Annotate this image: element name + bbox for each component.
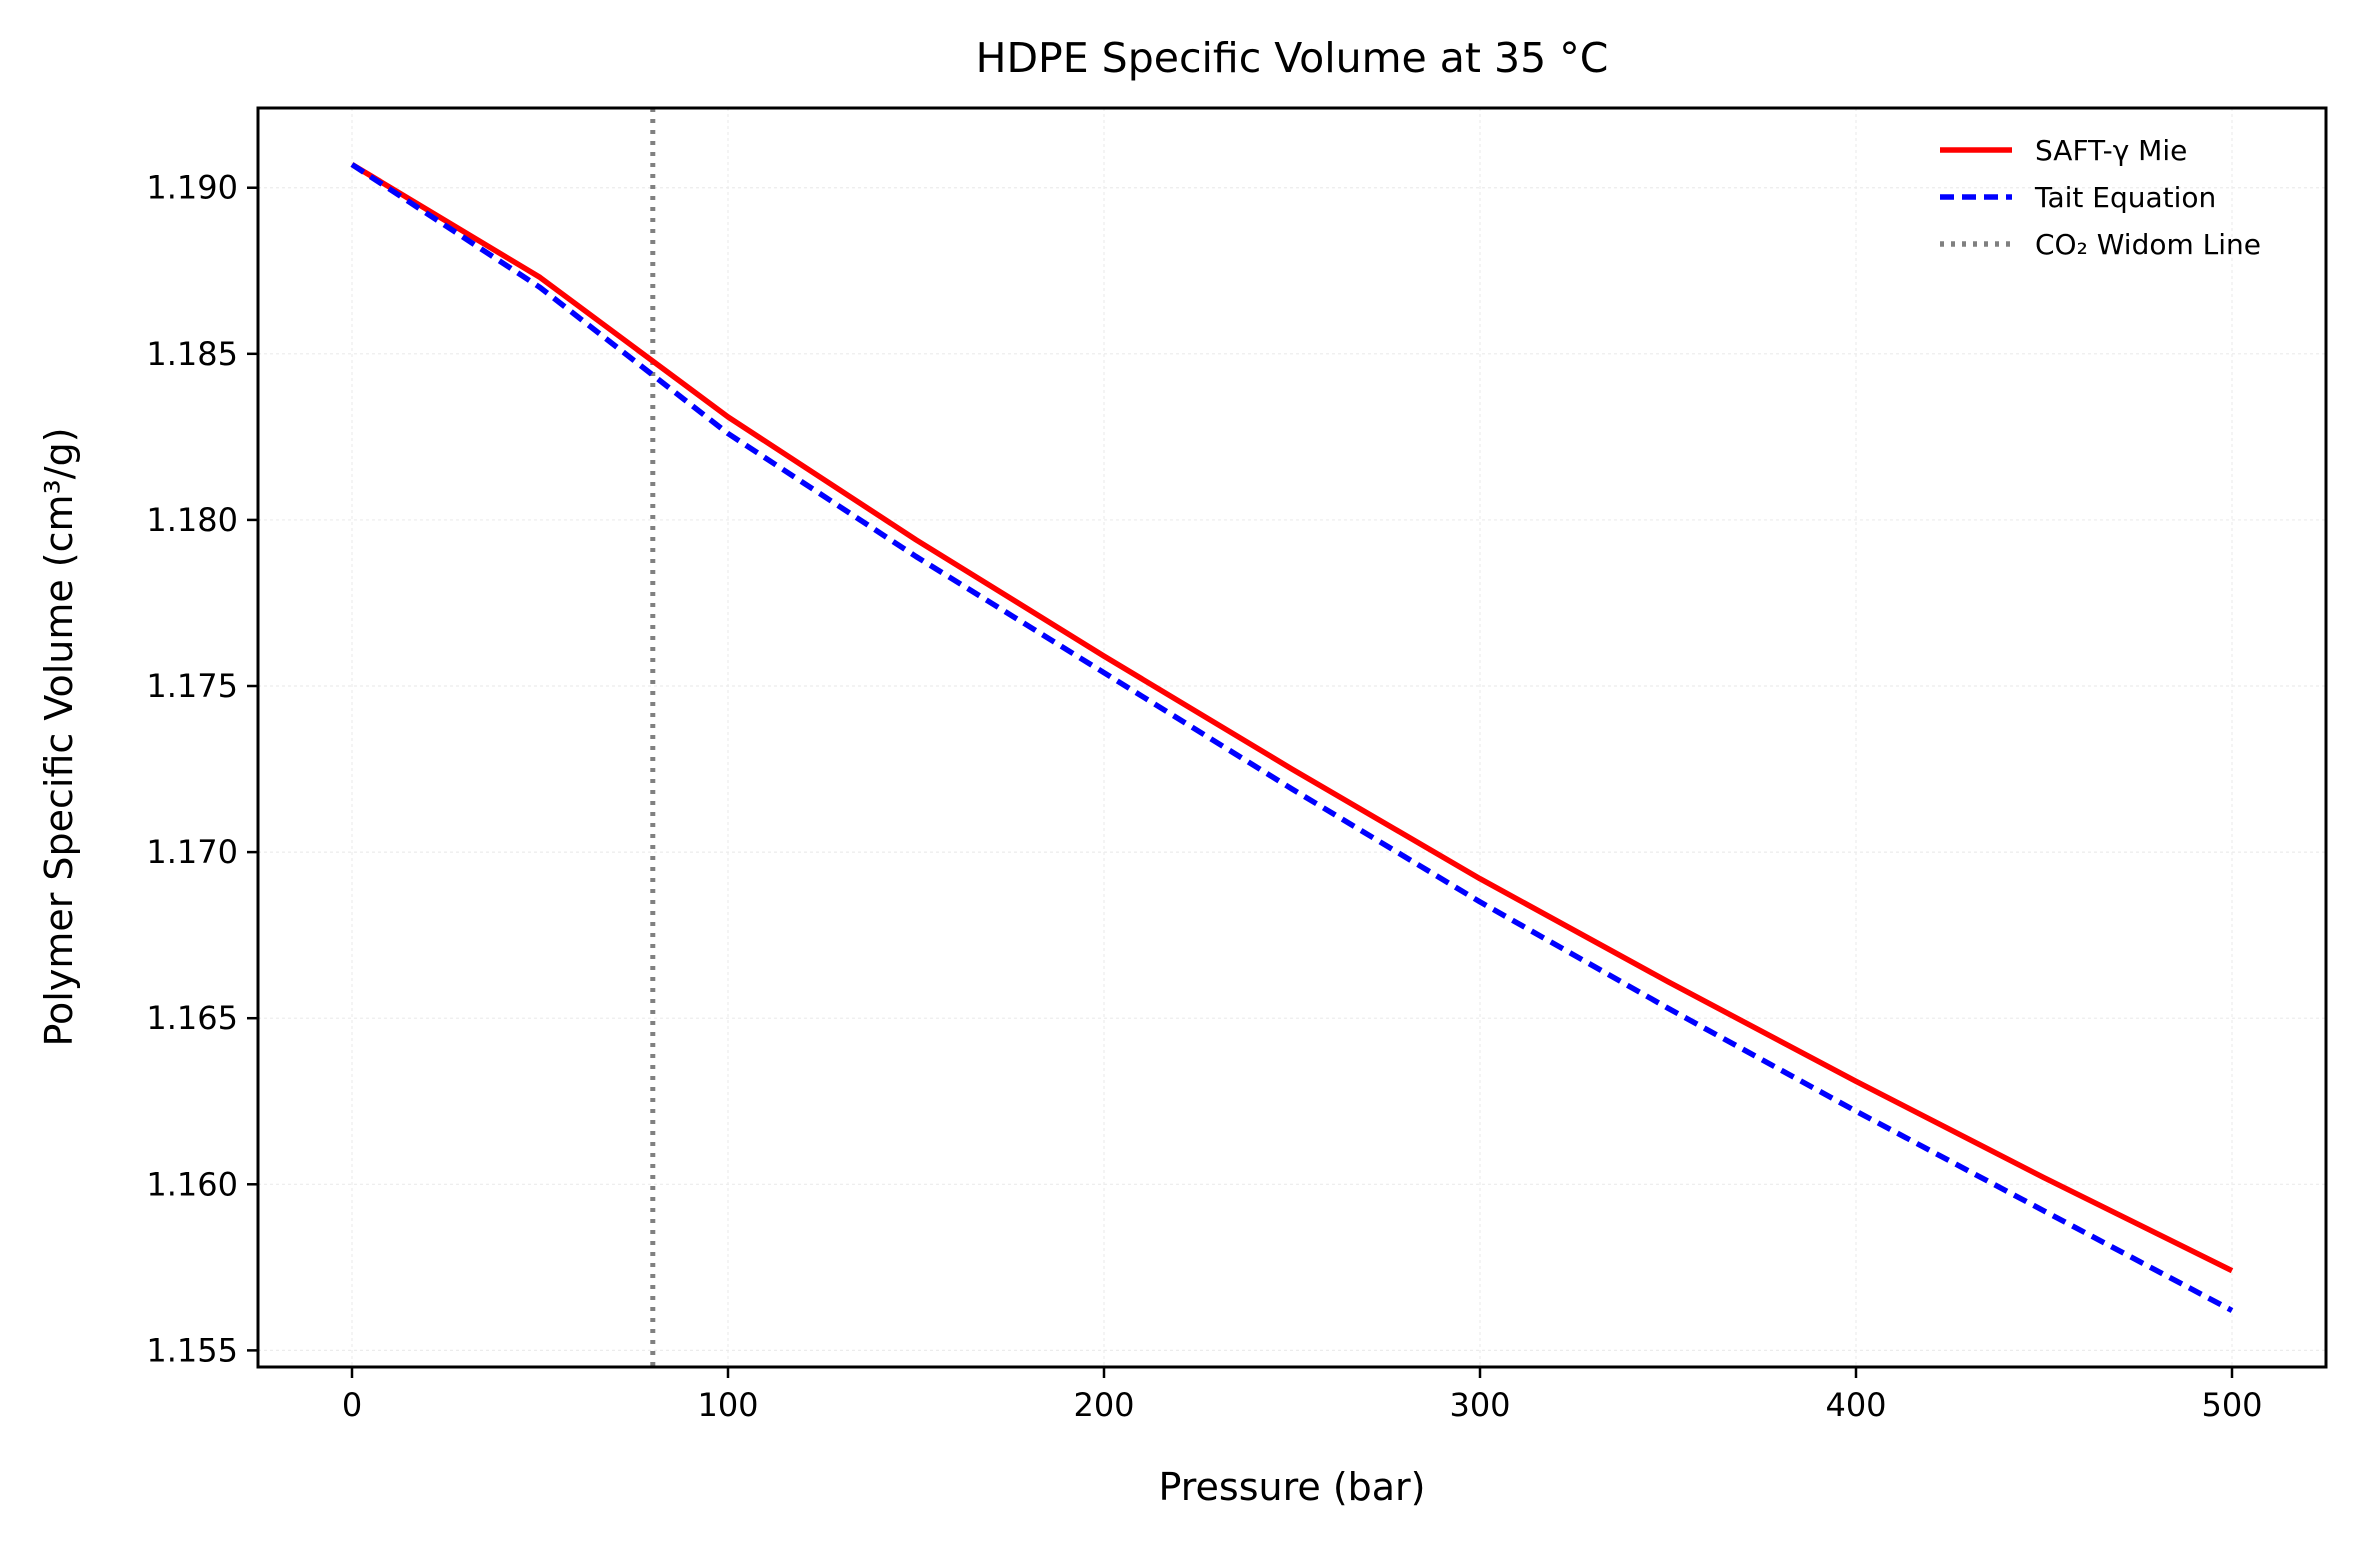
grid [258,108,2326,1367]
series-line-saft [350,162,2234,1274]
y-tick-label: 1.175 [146,667,238,705]
x-tick-label: 100 [697,1386,758,1424]
x-axis-ticks: 0 100 200 300 400 500 [342,1367,2263,1424]
x-tick-label: 0 [342,1386,362,1424]
y-tick-label: 1.170 [146,833,238,871]
y-axis-label: Polymer Specific Volume (cm³/g) [37,427,81,1046]
plot-area-frame [256,106,2328,1369]
y-tick-label: 1.180 [146,501,238,539]
x-axis-label: Pressure (bar) [1158,1465,1425,1509]
x-tick-label: 400 [1825,1386,1886,1424]
y-tick-label: 1.165 [146,999,238,1037]
series-lines [350,162,2234,1313]
x-tick-label: 300 [1449,1386,1510,1424]
legend-label: SAFT-γ Mie [2035,134,2187,167]
series-line-tait [350,162,2234,1313]
y-tick-label: 1.185 [146,335,238,373]
y-axis-ticks: 1.155 1.160 1.165 1.170 1.175 1.180 1.185 1.190 [146,169,258,1369]
legend-label: Tait Equation [2034,181,2216,214]
legend: SAFT-γ Mie Tait Equation CO₂ Widom Line [1940,134,2261,261]
legend-label: CO₂ Widom Line [2035,228,2261,261]
x-tick-label: 200 [1073,1386,1134,1424]
y-tick-label: 1.160 [146,1165,238,1203]
x-tick-label: 500 [2201,1386,2262,1424]
y-tick-label: 1.190 [146,169,238,207]
y-tick-label: 1.155 [146,1331,238,1369]
chart-title: HDPE Specific Volume at 35 °C [976,34,1609,82]
